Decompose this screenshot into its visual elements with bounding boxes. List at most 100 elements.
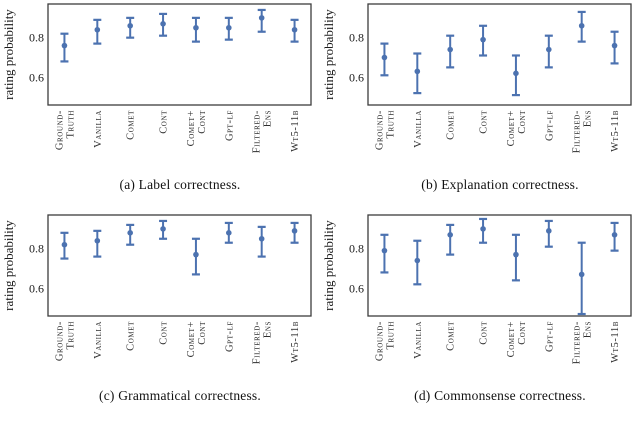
subplot-d: rating probability 0.8 0.6 Ground- Truth Vani… — [320, 211, 640, 422]
data-point-marker — [193, 24, 199, 31]
x-tick-label: Wt5-11b — [610, 110, 621, 152]
data-point-marker — [381, 54, 388, 61]
data-point-marker — [414, 257, 421, 264]
data-point-marker — [127, 22, 133, 29]
x-tick-label: Comet+ — [186, 321, 197, 357]
data-point-marker — [61, 241, 68, 248]
x-tick-label: Truth — [65, 110, 76, 138]
x-tick-label: Truth — [385, 110, 396, 138]
x-tick-label: Ground- — [374, 110, 385, 150]
data-point-marker — [578, 271, 585, 278]
x-tick-label: Gpt-lf — [544, 110, 555, 141]
plot-frame — [47, 3, 312, 106]
x-tick-label: Ground- — [374, 321, 385, 361]
data-point-marker — [513, 251, 519, 258]
x-tick-label: Comet — [446, 110, 457, 140]
y-tick-label: 0.6 — [349, 70, 364, 84]
data-point-marker — [578, 22, 585, 29]
data-point-marker — [447, 46, 453, 53]
x-tick-label: Ground- — [54, 321, 65, 361]
errorbar-chart-grammatical-correctness: rating probability 0.8 0.6 Ground- Truth Vani… — [1, 214, 312, 364]
y-tick-label: 0.8 — [29, 31, 44, 45]
data-point-marker — [546, 228, 552, 234]
plot-frame — [47, 214, 312, 317]
data-point-marker — [61, 42, 68, 49]
data-point-marker — [160, 226, 166, 232]
data-point-marker — [291, 228, 298, 234]
x-tick-label: Vanilla — [413, 110, 424, 148]
subplot-caption-a: (a) Label correctness. — [119, 177, 241, 192]
data-point-marker — [226, 24, 232, 31]
data-point-marker — [447, 232, 453, 238]
x-tick-label: Cont — [479, 110, 490, 134]
y-axis-label: rating probability — [321, 220, 336, 311]
x-tick-label: Ens — [583, 321, 594, 338]
x-tick-label: Wt5-11b — [290, 110, 301, 152]
x-tick-label: Comet — [126, 110, 137, 140]
data-point-marker — [258, 15, 265, 21]
x-tick-label: Wt5-11b — [290, 321, 301, 363]
errorbar-chart-explanation-correctness: rating probability 0.8 0.6 Ground- Truth Vani… — [321, 3, 632, 153]
y-tick-label: 0.6 — [29, 281, 44, 295]
x-tick-label: Ground- — [54, 110, 65, 150]
plot-frame — [367, 3, 632, 106]
x-tick-label: Filtered- — [572, 110, 583, 153]
y-axis-label: rating probability — [1, 220, 16, 311]
plot-frame — [367, 214, 632, 317]
x-tick-label: Truth — [385, 321, 396, 349]
y-axis-label: rating probability — [1, 9, 16, 100]
subplot-caption-c: (c) Grammatical correctness. — [99, 388, 261, 403]
x-tick-label: Vanilla — [413, 321, 424, 359]
x-tick-label: Cont — [159, 321, 170, 345]
x-tick-label: Cont — [517, 321, 528, 345]
data-point-marker — [513, 70, 519, 77]
data-point-marker — [258, 235, 265, 242]
data-point-marker — [226, 230, 232, 236]
subplot-b: rating probability 0.8 0.6 Ground- Truth Vani… — [320, 0, 640, 211]
x-tick-label: Gpt-lf — [224, 321, 235, 352]
y-axis-label: rating probability — [321, 9, 336, 100]
data-point-marker — [127, 230, 133, 236]
x-tick-label: Gpt-lf — [544, 321, 555, 352]
x-tick-label: Cont — [159, 110, 170, 134]
x-tick-label: Cont — [517, 110, 528, 134]
x-tick-label: Vanilla — [93, 321, 104, 359]
x-tick-label: Cont — [197, 110, 208, 134]
y-tick-label: 0.8 — [29, 242, 44, 256]
subplot-caption-b: (b) Explanation correctness. — [421, 177, 579, 192]
data-point-marker — [381, 247, 388, 254]
data-point-marker — [291, 26, 298, 33]
x-tick-label: Comet+ — [506, 110, 517, 146]
x-tick-label: Ens — [263, 110, 274, 127]
errorbar-chart-label-correctness: rating probability 0.8 0.6 Ground- Truth Vani… — [1, 3, 312, 153]
data-point-marker — [611, 232, 618, 238]
x-tick-label: Cont — [197, 321, 208, 345]
x-tick-label: Vanilla — [93, 110, 104, 148]
data-point-marker — [414, 68, 421, 75]
subplot-caption-d: (d) Commonsense correctness. — [414, 388, 586, 403]
data-point-marker — [160, 21, 166, 27]
x-tick-label: Comet+ — [186, 110, 197, 146]
data-point-marker — [94, 26, 101, 33]
data-point-marker — [480, 36, 486, 43]
data-point-marker — [193, 251, 199, 258]
x-tick-label: Comet — [126, 321, 137, 351]
data-point-marker — [546, 46, 552, 53]
y-tick-label: 0.8 — [349, 242, 364, 256]
x-tick-label: Comet+ — [506, 321, 517, 357]
x-tick-label: Ens — [263, 321, 274, 338]
y-tick-label: 0.6 — [349, 281, 364, 295]
subplot-a: rating probability 0.8 0.6 Ground- Truth Vani… — [0, 0, 320, 211]
data-point-marker — [611, 42, 618, 49]
x-tick-label: Truth — [65, 321, 76, 349]
x-tick-label: Wt5-11b — [610, 321, 621, 363]
x-tick-label: Filtered- — [252, 110, 263, 153]
x-tick-label: Filtered- — [252, 321, 263, 364]
x-tick-label: Comet — [446, 321, 457, 351]
x-tick-label: Filtered- — [572, 321, 583, 364]
data-point-marker — [480, 226, 486, 232]
subplot-c: rating probability 0.8 0.6 Ground- Truth Vani… — [0, 211, 320, 422]
x-tick-label: Cont — [479, 321, 490, 345]
errorbar-chart-commonsense-correctness: rating probability 0.8 0.6 Ground- Truth Vani… — [321, 214, 632, 364]
